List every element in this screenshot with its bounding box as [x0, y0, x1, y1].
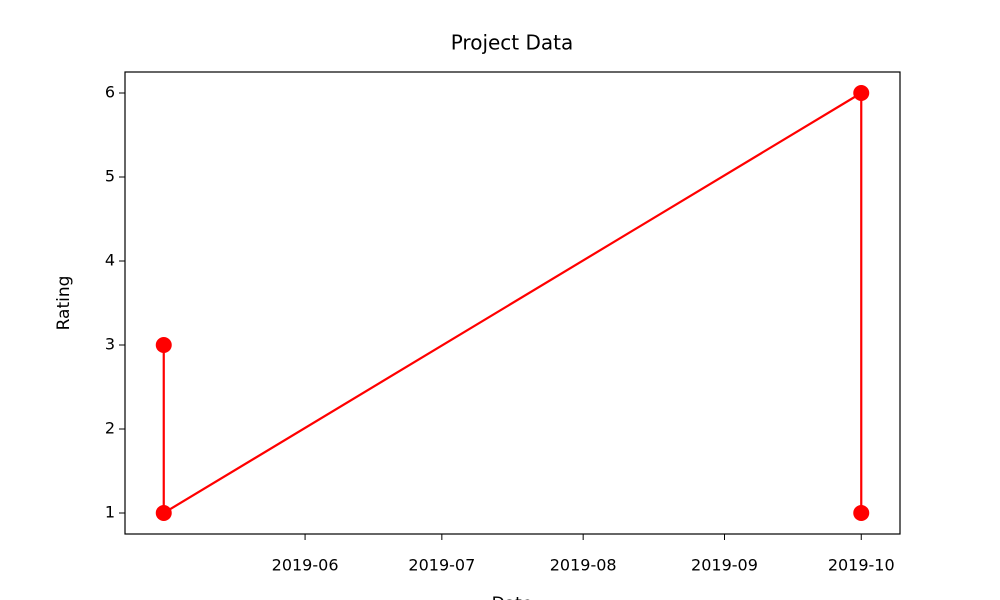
x-tick-label: 2019-09 — [691, 556, 758, 575]
x-tick-label: 2019-10 — [828, 556, 895, 575]
y-axis-label: Rating — [54, 276, 74, 331]
x-tick-label: 2019-07 — [408, 556, 475, 575]
y-tick-label: 1 — [105, 503, 115, 522]
y-tick-label: 4 — [105, 251, 115, 270]
y-tick-label: 5 — [105, 167, 115, 186]
data-line — [162, 91, 863, 515]
x-axis-label: Date — [492, 594, 533, 600]
data-point — [853, 85, 870, 101]
chart-title: Project Data — [451, 31, 574, 55]
data-point — [853, 505, 870, 521]
data-point — [155, 337, 172, 353]
y-tick-label: 2 — [105, 419, 115, 438]
x-tick-label: 2019-06 — [272, 556, 339, 575]
x-tick-label: 2019-08 — [550, 556, 617, 575]
plot-frame — [124, 71, 901, 535]
data-point — [155, 505, 172, 521]
y-tick-label: 3 — [105, 335, 115, 354]
y-tick-label: 6 — [105, 83, 115, 102]
